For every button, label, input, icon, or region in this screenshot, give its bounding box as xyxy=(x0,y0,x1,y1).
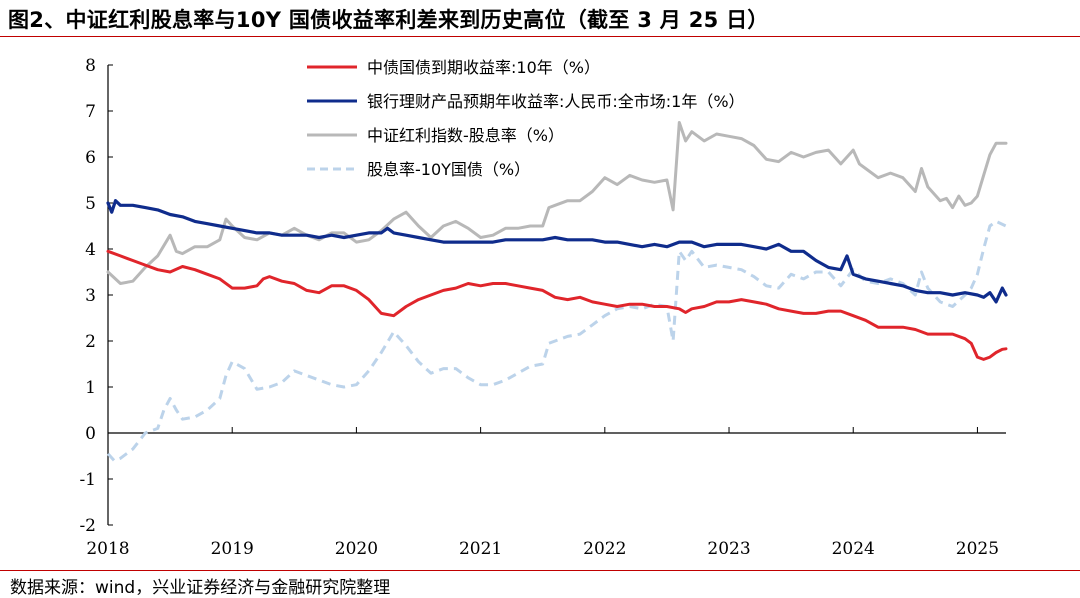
x-tick-label: 2025 xyxy=(956,539,999,559)
y-tick-label: -2 xyxy=(79,516,96,536)
y-tick-label: -1 xyxy=(79,470,96,490)
y-tick-label: 8 xyxy=(85,56,96,76)
y-tick-label: 3 xyxy=(85,286,96,306)
y-tick-label: 7 xyxy=(85,102,96,122)
y-tick-label: 0 xyxy=(85,424,96,444)
y-tick-label: 4 xyxy=(85,240,96,260)
legend-label-wmp1y: 银行理财产品预期年收益率:人民币:全市场:1年（%） xyxy=(367,92,745,111)
chart-legend: 中债国债到期收益率:10年（%） 银行理财产品预期年收益率:人民币:全市场:1年（… xyxy=(307,58,745,179)
series-line-spread xyxy=(106,219,1007,463)
x-tick-label: 2018 xyxy=(86,539,129,559)
x-tick-label: 2022 xyxy=(583,539,626,559)
x-tick-label: 2023 xyxy=(707,539,750,559)
y-tick-label: 5 xyxy=(85,194,96,214)
y-tick-label: 1 xyxy=(85,378,96,398)
line-chart: 8 7 6 5 4 3 2 1 0 -1 -2 2018 2019 2020 2021 2022 2023 202… xyxy=(79,56,1008,559)
x-tick-label: 2020 xyxy=(335,539,378,559)
series-line-cgb10y xyxy=(106,249,1008,361)
x-tick-label: 2024 xyxy=(832,539,875,559)
legend-label-cgb10y: 中债国债到期收益率:10年（%） xyxy=(367,58,600,77)
legend-label-spread: 股息率-10Y国债（%） xyxy=(367,160,530,179)
title-divider xyxy=(0,36,1080,37)
chart-axes: 8 7 6 5 4 3 2 1 0 -1 -2 2018 2019 2020 2021 2022 2023 202… xyxy=(79,56,1006,559)
y-tick-label: 2 xyxy=(85,332,96,352)
series-line-csi_div_yield xyxy=(106,121,1008,285)
series-line-wmp1y xyxy=(106,199,1008,304)
y-tick-label: 6 xyxy=(85,148,96,168)
footer-divider xyxy=(0,570,1080,571)
x-tick-label: 2019 xyxy=(211,539,254,559)
chart-title: 图2、中证红利股息率与10Y 国债收益率利差来到历史高位（截至 3 月 25 日… xyxy=(8,8,769,32)
x-tick-label: 2021 xyxy=(459,539,502,559)
data-source-note: 数据来源：wind，兴业证券经济与金融研究院整理 xyxy=(10,578,391,598)
legend-label-csi_div_yield: 中证红利指数-股息率（%） xyxy=(367,126,564,145)
chart-series xyxy=(106,121,1008,463)
